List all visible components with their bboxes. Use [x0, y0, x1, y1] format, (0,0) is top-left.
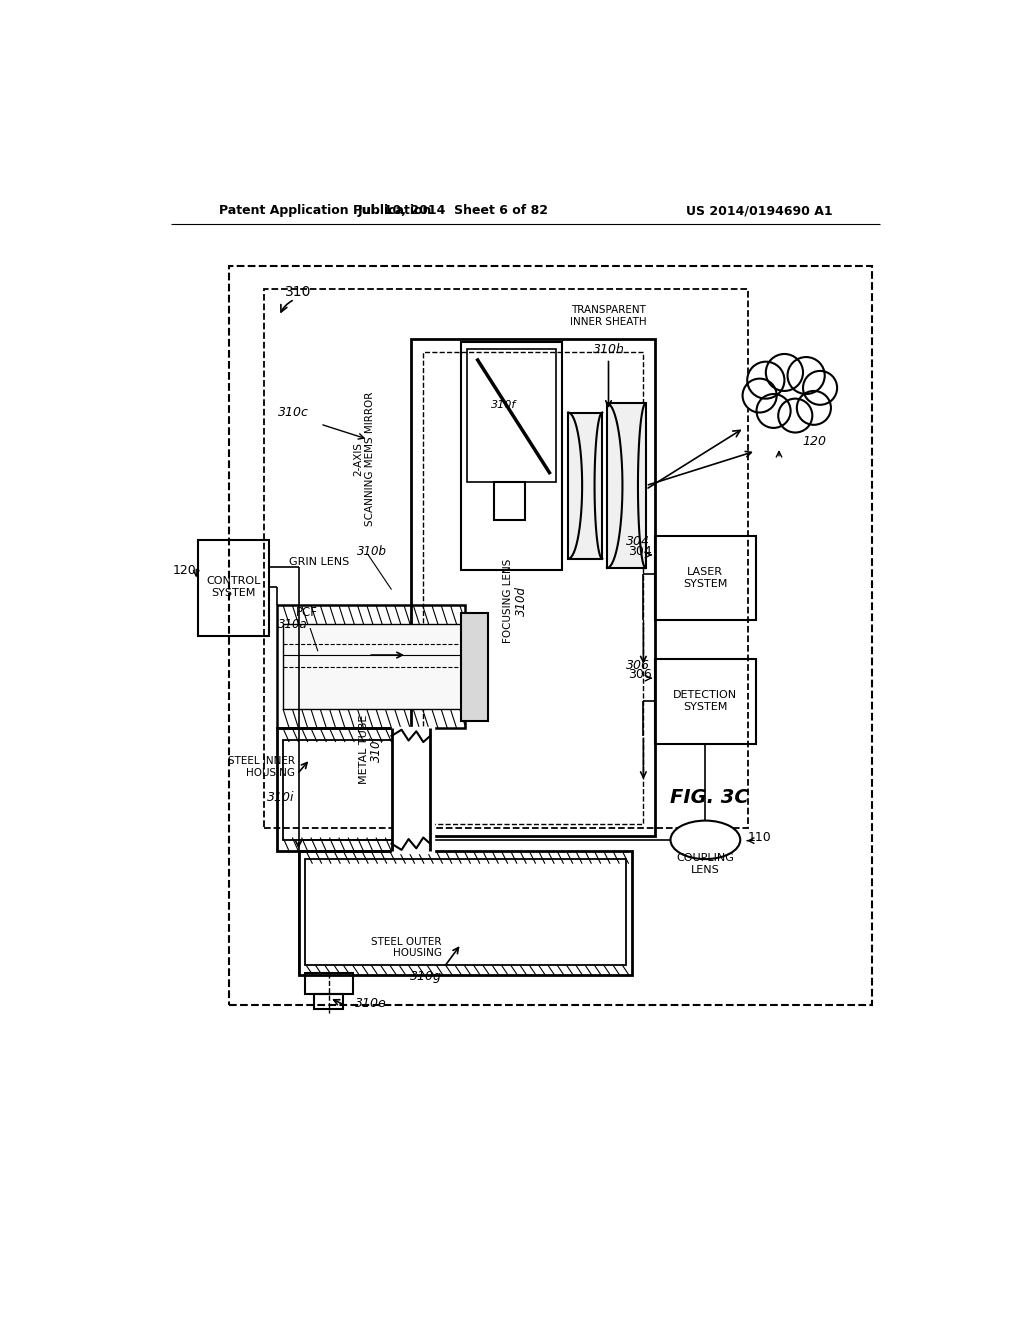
- Bar: [314, 994, 343, 1010]
- Text: COUPLING
LENS: COUPLING LENS: [677, 853, 734, 875]
- Text: METAL TUBE: METAL TUBE: [359, 714, 370, 784]
- Bar: [423, 352, 643, 825]
- Text: 310g: 310g: [410, 970, 442, 982]
- Text: FIG. 3C: FIG. 3C: [670, 788, 749, 807]
- Bar: [461, 342, 562, 570]
- Text: 304: 304: [627, 536, 650, 548]
- Text: 310f: 310f: [492, 400, 516, 409]
- Text: 2-AXIS
SCANNING MEMS MIRROR: 2-AXIS SCANNING MEMS MIRROR: [353, 392, 375, 525]
- Text: SAMPLE: SAMPLE: [766, 391, 815, 404]
- Bar: [305, 973, 352, 994]
- Text: Patent Application Publication: Patent Application Publication: [219, 205, 432, 218]
- Ellipse shape: [671, 821, 740, 859]
- Text: GRIN LENS: GRIN LENS: [289, 557, 349, 566]
- Text: LASER
SYSTEM: LASER SYSTEM: [683, 568, 728, 589]
- Text: 120: 120: [802, 436, 826, 449]
- Text: STEEL OUTER
HOUSING: STEEL OUTER HOUSING: [372, 937, 442, 958]
- Text: US 2014/0194690 A1: US 2014/0194690 A1: [686, 205, 833, 218]
- Bar: [461, 612, 488, 721]
- Ellipse shape: [748, 372, 834, 422]
- Bar: [276, 729, 411, 851]
- Bar: [568, 413, 602, 558]
- Bar: [276, 605, 465, 729]
- Text: TRANSPARENT
INNER SHEATH: TRANSPARENT INNER SHEATH: [570, 305, 647, 327]
- Text: 310h: 310h: [593, 343, 625, 356]
- Text: Jul. 10, 2014  Sheet 6 of 82: Jul. 10, 2014 Sheet 6 of 82: [358, 205, 549, 218]
- Bar: [228, 267, 872, 1006]
- Bar: [655, 536, 756, 620]
- Text: 310: 310: [286, 285, 311, 298]
- Text: 310j: 310j: [370, 737, 383, 762]
- Bar: [283, 624, 461, 709]
- Bar: [467, 350, 556, 482]
- Text: DETECTION
SYSTEM: DETECTION SYSTEM: [674, 690, 737, 711]
- Text: FOCUSING LENS: FOCUSING LENS: [503, 558, 513, 643]
- Bar: [305, 859, 626, 965]
- Text: 310a: 310a: [279, 618, 308, 631]
- Bar: [411, 339, 655, 836]
- Bar: [263, 289, 748, 829]
- Text: STEEL INNER
HOUSING: STEEL INNER HOUSING: [227, 756, 295, 777]
- Bar: [494, 482, 524, 520]
- Text: 310d: 310d: [515, 586, 528, 616]
- Bar: [607, 404, 646, 568]
- Text: 310i: 310i: [267, 791, 295, 804]
- Text: 304: 304: [628, 545, 652, 557]
- Bar: [655, 659, 756, 743]
- Text: 310c: 310c: [278, 407, 308, 418]
- Text: 306: 306: [628, 668, 652, 681]
- Text: PCF: PCF: [296, 606, 317, 619]
- Text: 310e: 310e: [355, 998, 387, 1010]
- Circle shape: [787, 358, 824, 395]
- Text: CONTROL
SYSTEM: CONTROL SYSTEM: [206, 577, 260, 598]
- Circle shape: [742, 379, 776, 413]
- Circle shape: [757, 393, 791, 428]
- Circle shape: [803, 371, 838, 405]
- Circle shape: [766, 354, 803, 391]
- Text: 306: 306: [627, 659, 650, 672]
- Circle shape: [778, 399, 812, 433]
- Circle shape: [748, 362, 784, 399]
- Bar: [299, 851, 632, 974]
- Bar: [283, 739, 406, 840]
- Text: 310b: 310b: [356, 545, 387, 557]
- Text: 120: 120: [172, 564, 197, 577]
- Bar: [198, 540, 269, 636]
- Text: 110: 110: [748, 832, 772, 843]
- Circle shape: [797, 391, 830, 425]
